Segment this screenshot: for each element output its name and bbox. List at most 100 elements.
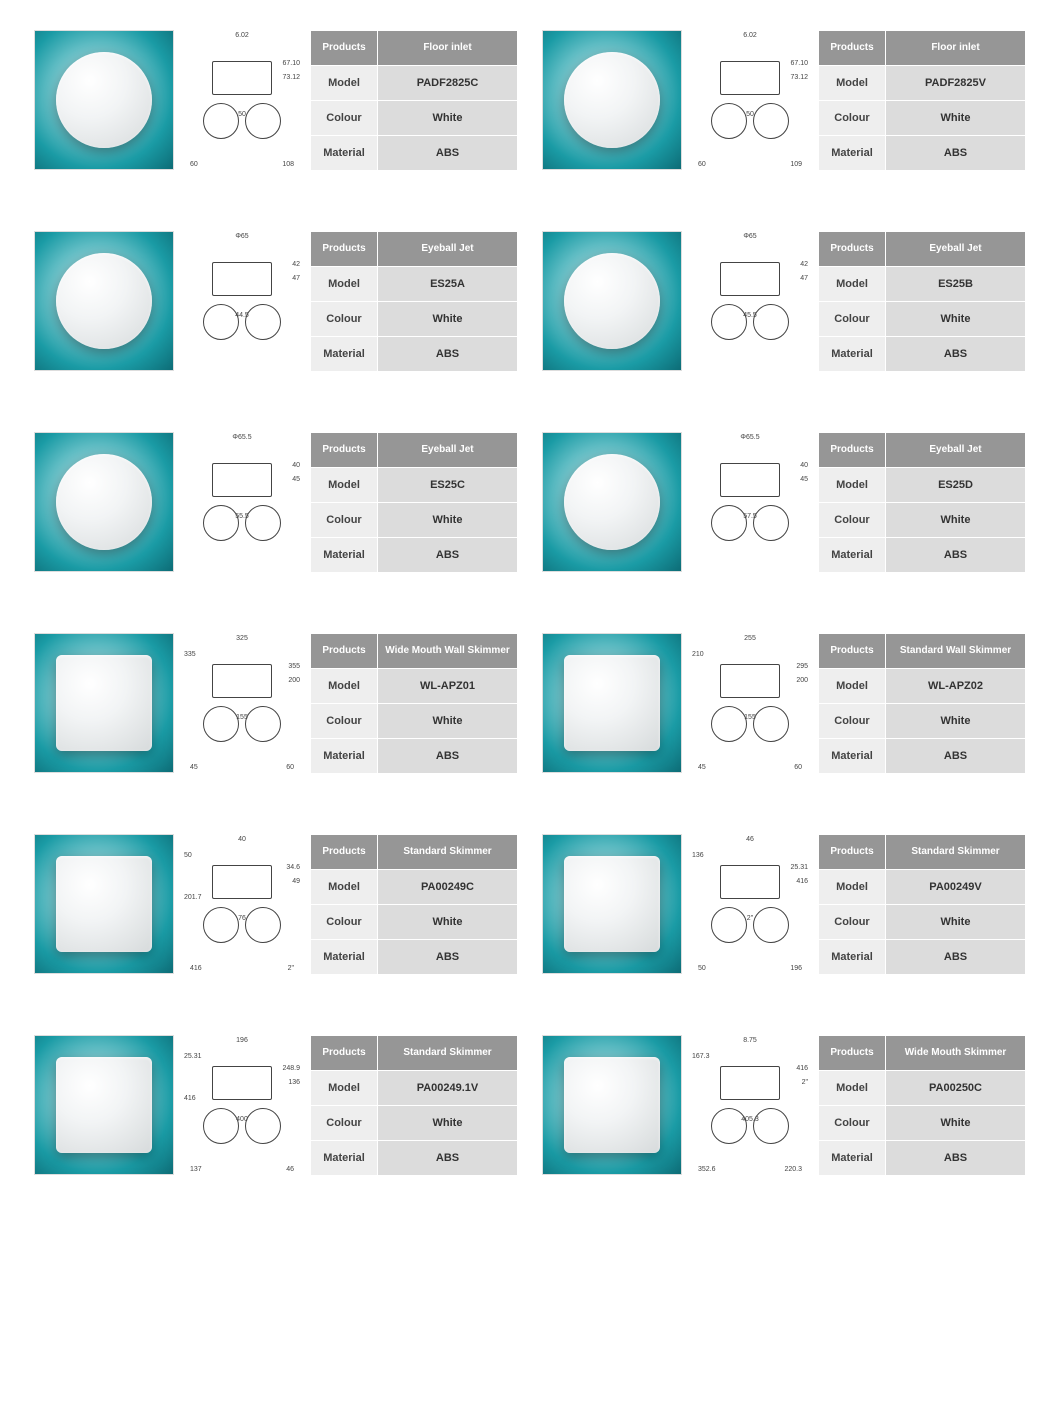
- dimension-label: 60: [698, 161, 706, 168]
- label-colour: Colour: [311, 302, 377, 336]
- dimension-label: Φ65: [235, 233, 248, 240]
- dimension-label: 201.7: [184, 894, 202, 901]
- label-model: Model: [311, 870, 377, 904]
- product-photo: [542, 1035, 682, 1175]
- technical-diagram: 6.0267.1073.125060109: [690, 30, 810, 170]
- label-model: Model: [819, 267, 885, 301]
- label-colour: Colour: [311, 503, 377, 537]
- header-category: Standard Skimmer: [886, 835, 1025, 869]
- dimension-label: 60: [286, 764, 294, 771]
- value-model: PA00250C: [886, 1071, 1025, 1105]
- value-material: ABS: [378, 739, 517, 773]
- header-category: Eyeball Jet: [886, 232, 1025, 266]
- dimension-label: 40: [238, 836, 246, 843]
- product-photo: [542, 633, 682, 773]
- label-model: Model: [311, 66, 377, 100]
- dimension-label: 295: [796, 663, 808, 670]
- dimension-label: 67.10: [790, 60, 808, 67]
- label-model: Model: [819, 468, 885, 502]
- label-colour: Colour: [819, 1106, 885, 1140]
- label-colour: Colour: [819, 905, 885, 939]
- label-material: Material: [819, 1141, 885, 1175]
- spec-table: ProductsWide Mouth SkimmerModelPA00250CC…: [818, 1035, 1026, 1176]
- dimension-label: Φ65.5: [232, 434, 251, 441]
- spec-table: ProductsEyeball JetModelES25CColourWhite…: [310, 432, 518, 573]
- value-material: ABS: [378, 337, 517, 371]
- product-photo: [34, 231, 174, 371]
- value-model: WL-APZ02: [886, 669, 1025, 703]
- technical-diagram: Φ65424744.5: [182, 231, 302, 371]
- dimension-label: 49: [292, 878, 300, 885]
- dimension-label: 416: [796, 878, 808, 885]
- dimension-label: 46: [286, 1166, 294, 1173]
- technical-diagram: 4034.649764162"50201.7: [182, 834, 302, 974]
- dimension-label: 405.3: [741, 1116, 759, 1123]
- product-photo: [34, 432, 174, 572]
- dimension-label: 45: [190, 764, 198, 771]
- label-colour: Colour: [311, 905, 377, 939]
- dimension-label: 50: [238, 111, 246, 118]
- dimension-label: 55.5: [235, 513, 249, 520]
- dimension-label: 25.31: [184, 1053, 202, 1060]
- dimension-label: 108: [282, 161, 294, 168]
- spec-table: ProductsEyeball JetModelES25AColourWhite…: [310, 231, 518, 372]
- dimension-label: 155: [744, 714, 756, 721]
- product-card: Φ65424744.5ProductsEyeball JetModelES25A…: [34, 231, 518, 372]
- value-colour: White: [886, 101, 1025, 135]
- label-colour: Colour: [819, 503, 885, 537]
- value-colour: White: [378, 704, 517, 738]
- dimension-label: Φ65: [743, 233, 756, 240]
- product-card: 2552952001554560210ProductsStandard Wall…: [542, 633, 1026, 774]
- value-colour: White: [378, 302, 517, 336]
- product-card: Φ65.5404555.5ProductsEyeball JetModelES2…: [34, 432, 518, 573]
- product-card: 8.754162"405.3352.6220.3167.3ProductsWid…: [542, 1035, 1026, 1176]
- technical-diagram: 8.754162"405.3352.6220.3167.3: [690, 1035, 810, 1175]
- header-products: Products: [311, 433, 377, 467]
- value-model: ES25B: [886, 267, 1025, 301]
- spec-table: ProductsFloor inletModelPADF2825VColourW…: [818, 30, 1026, 171]
- spec-table: ProductsStandard SkimmerModelPA00249VCol…: [818, 834, 1026, 975]
- header-products: Products: [819, 1036, 885, 1070]
- spec-table: ProductsStandard SkimmerModelPA00249.1VC…: [310, 1035, 518, 1176]
- product-photo: [34, 30, 174, 170]
- technical-diagram: Φ65424745.5: [690, 231, 810, 371]
- label-material: Material: [311, 136, 377, 170]
- value-model: ES25C: [378, 468, 517, 502]
- product-card: 196248.91364001374625.31416ProductsStand…: [34, 1035, 518, 1176]
- dimension-label: 136: [288, 1079, 300, 1086]
- dimension-label: 25.31: [790, 864, 808, 871]
- dimension-label: 200: [288, 677, 300, 684]
- value-colour: White: [886, 503, 1025, 537]
- technical-diagram: 4625.314162"50196136: [690, 834, 810, 974]
- product-card: 4625.314162"50196136ProductsStandard Ski…: [542, 834, 1026, 975]
- dimension-label: 6.02: [743, 32, 757, 39]
- label-model: Model: [311, 669, 377, 703]
- value-colour: White: [886, 1106, 1025, 1140]
- header-category: Standard Wall Skimmer: [886, 634, 1025, 668]
- label-material: Material: [311, 739, 377, 773]
- value-colour: White: [378, 1106, 517, 1140]
- header-products: Products: [819, 433, 885, 467]
- label-colour: Colour: [311, 1106, 377, 1140]
- header-category: Standard Skimmer: [378, 1036, 517, 1070]
- header-category: Wide Mouth Skimmer: [886, 1036, 1025, 1070]
- dimension-label: 76: [238, 915, 246, 922]
- label-colour: Colour: [819, 704, 885, 738]
- product-card: 6.0267.1073.125060109ProductsFloor inlet…: [542, 30, 1026, 171]
- dimension-label: 155: [236, 714, 248, 721]
- value-colour: White: [886, 704, 1025, 738]
- dimension-label: 6.02: [235, 32, 249, 39]
- dimension-label: 45: [800, 476, 808, 483]
- dimension-label: 45: [698, 764, 706, 771]
- dimension-label: 47: [292, 275, 300, 282]
- product-card: 4034.649764162"50201.7ProductsStandard S…: [34, 834, 518, 975]
- header-products: Products: [311, 31, 377, 65]
- value-model: PADF2825C: [378, 66, 517, 100]
- product-grid: 6.0267.1073.125060108ProductsFloor inlet…: [34, 30, 1026, 1176]
- header-products: Products: [819, 232, 885, 266]
- dimension-label: 67.10: [282, 60, 300, 67]
- header-products: Products: [311, 232, 377, 266]
- technical-diagram: Φ65.5404557.5: [690, 432, 810, 572]
- dimension-label: 2": [802, 1079, 808, 1086]
- value-colour: White: [378, 101, 517, 135]
